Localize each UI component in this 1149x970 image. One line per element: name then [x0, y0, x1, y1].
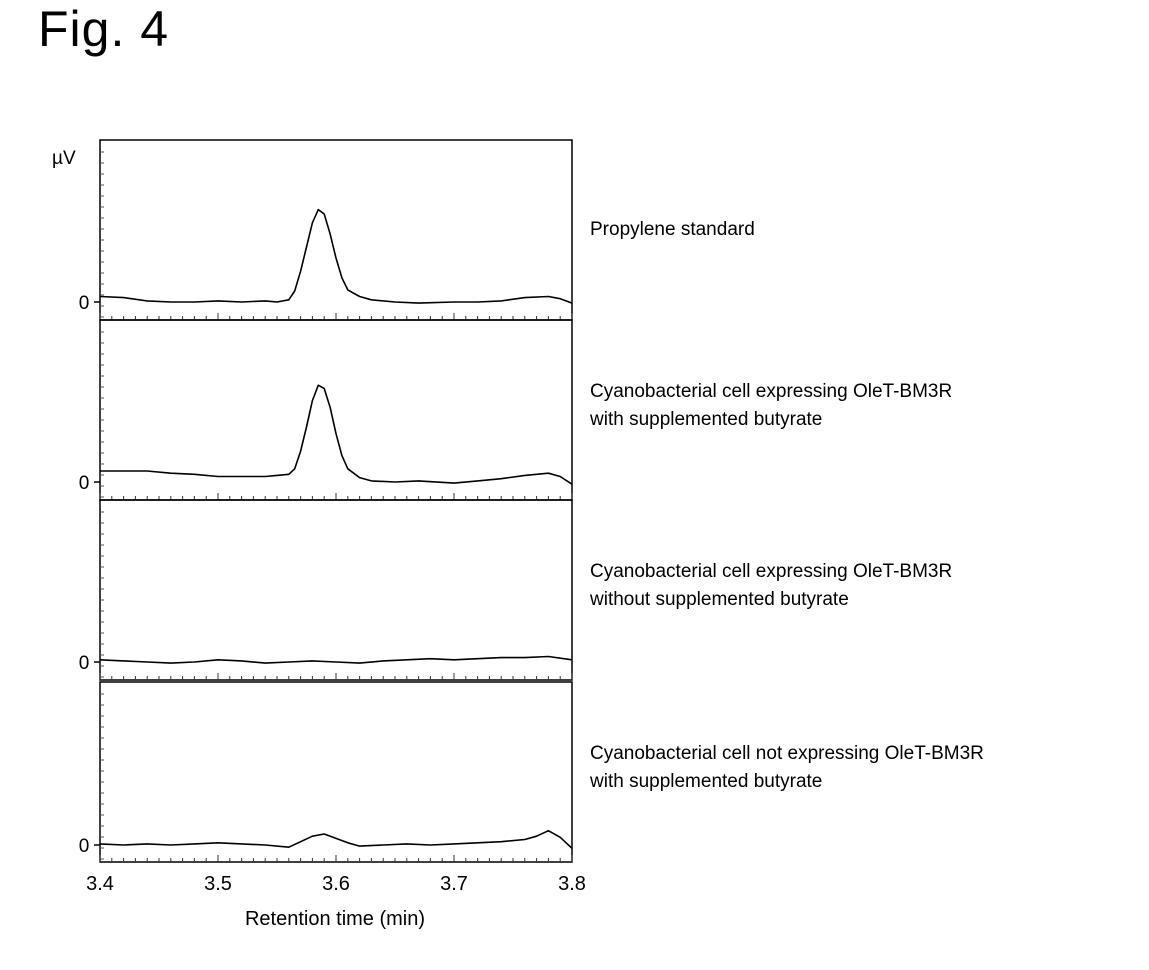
- y-zero-label: 0: [79, 293, 90, 314]
- chart-panel-4: 0: [79, 682, 572, 862]
- panel-label-line: Cyanobacterial cell not expressing OleT-…: [590, 740, 984, 768]
- x-tick-label: 3.7: [440, 873, 468, 895]
- x-tick-label: 3.4: [86, 873, 114, 895]
- panel-label-line: Cyanobacterial cell expressing OleT-BM3R: [590, 558, 952, 586]
- panel-label-line: with supplemented butyrate: [590, 768, 984, 796]
- y-axis-unit-label: µV: [52, 148, 76, 169]
- panel-frame: [100, 500, 572, 680]
- panel-frame: [100, 682, 572, 862]
- panel-label-4: Cyanobacterial cell not expressing OleT-…: [590, 740, 984, 796]
- x-tick-label: 3.6: [322, 873, 350, 895]
- x-axis-label: Retention time (min): [245, 908, 425, 930]
- panel-label-1: Propylene standard: [590, 216, 755, 244]
- chart-panel-1: 0: [79, 140, 572, 320]
- panel-label-line: Propylene standard: [590, 216, 755, 244]
- panel-label-line: without supplemented butyrate: [590, 586, 952, 614]
- panel-label-line: with supplemented butyrate: [590, 406, 952, 434]
- x-tick-label: 3.8: [558, 873, 586, 895]
- chromatogram-trace-3: [100, 657, 572, 664]
- panel-label-line: Cyanobacterial cell expressing OleT-BM3R: [590, 378, 952, 406]
- chromatogram-trace-4: [100, 831, 572, 849]
- panel-label-3: Cyanobacterial cell expressing OleT-BM3R…: [590, 558, 952, 614]
- y-zero-label: 0: [79, 836, 90, 857]
- y-zero-label: 0: [79, 473, 90, 494]
- y-zero-label: 0: [79, 653, 90, 674]
- chromatogram-trace-2: [100, 385, 572, 484]
- panel-label-2: Cyanobacterial cell expressing OleT-BM3R…: [590, 378, 952, 434]
- panel-frame: [100, 140, 572, 320]
- x-tick-label: 3.5: [204, 873, 232, 895]
- chart-panel-3: 0: [79, 500, 572, 680]
- chromatogram-trace-1: [100, 210, 572, 304]
- chart-panel-2: 0: [79, 320, 572, 500]
